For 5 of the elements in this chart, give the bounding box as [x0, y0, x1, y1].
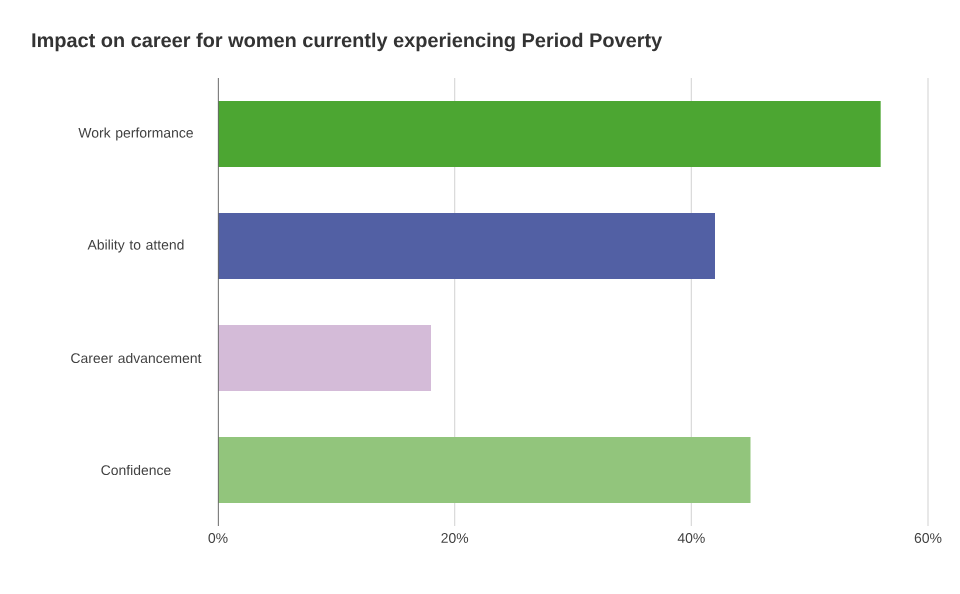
bar [218, 325, 432, 392]
bar [218, 101, 881, 168]
chart-title: Impact on career for women currently experiencing Period Poverty [32, 32, 663, 52]
bar [218, 437, 751, 504]
bar [218, 213, 715, 280]
